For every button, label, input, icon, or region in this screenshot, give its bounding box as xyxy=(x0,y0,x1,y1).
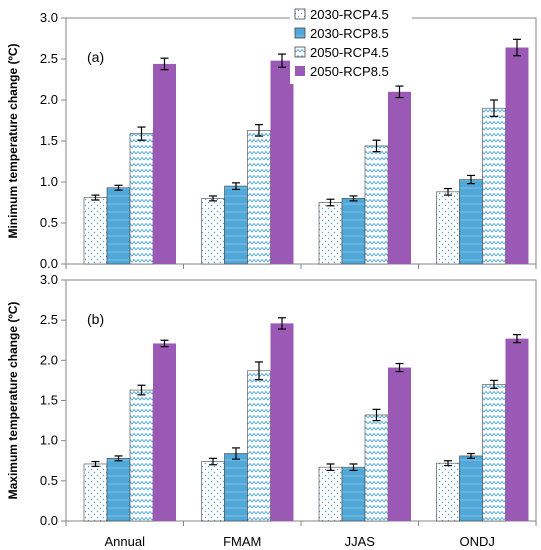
error-bar xyxy=(444,460,452,467)
legend-label: 2030-RCP4.5 xyxy=(310,7,389,22)
bar xyxy=(224,453,248,522)
bar xyxy=(247,130,271,265)
legend-background xyxy=(290,4,412,84)
error-bar xyxy=(490,379,498,390)
bar xyxy=(129,133,154,265)
error-bar xyxy=(209,195,217,202)
error-bar xyxy=(232,182,240,190)
bar xyxy=(153,343,176,521)
y-tick-label: 0.5 xyxy=(40,473,58,488)
error-bar xyxy=(278,53,286,68)
y-axis-title: Maximum temperature change (ºC) xyxy=(6,302,20,500)
bar xyxy=(459,455,483,522)
y-tick-label: 3.0 xyxy=(40,10,58,25)
error-bar xyxy=(349,195,358,202)
y-tick-label: 3.0 xyxy=(40,272,58,287)
panel-label: (a) xyxy=(87,49,104,65)
bar xyxy=(270,323,294,521)
y-tick-label: 2.5 xyxy=(40,51,58,66)
error-bar xyxy=(209,457,217,466)
bar xyxy=(247,370,271,522)
error-bar xyxy=(114,184,123,191)
bar xyxy=(459,179,483,265)
legend-swatch xyxy=(294,46,306,58)
bar xyxy=(505,47,529,264)
bar xyxy=(505,338,529,521)
error-bar xyxy=(278,317,286,330)
error-bar xyxy=(349,463,358,471)
error-bar xyxy=(137,126,146,141)
y-tick-label: 0.0 xyxy=(40,513,58,528)
x-tick-label: ONDJ xyxy=(460,534,495,549)
bar xyxy=(482,107,506,265)
error-bar xyxy=(91,194,100,201)
x-tick-label: FMAM xyxy=(223,534,261,549)
x-tick-label: Annual xyxy=(105,534,146,549)
bar xyxy=(201,198,225,265)
bar xyxy=(482,384,506,522)
bar xyxy=(106,187,131,265)
error-bar xyxy=(372,408,381,422)
bar xyxy=(364,414,389,522)
bar xyxy=(129,389,154,522)
bar xyxy=(224,185,248,265)
bar xyxy=(341,466,366,522)
legend-swatch xyxy=(295,66,305,76)
y-tick-label: 1.0 xyxy=(40,433,58,448)
bar xyxy=(388,367,411,521)
error-bar xyxy=(114,455,123,462)
error-bar xyxy=(372,139,381,153)
error-bar xyxy=(326,198,335,207)
legend-label: 2030-RCP8.5 xyxy=(310,26,389,41)
error-bar xyxy=(444,187,452,196)
legend-label: 2050-RCP8.5 xyxy=(310,64,389,79)
error-bar xyxy=(255,123,263,137)
bar xyxy=(318,202,343,265)
legend: 2030-RCP4.5 2030-RCP8.5 2050-RCP4.5 2050-RC… xyxy=(290,4,412,84)
bar xyxy=(83,463,108,522)
error-bar xyxy=(137,384,146,396)
bar xyxy=(270,60,294,264)
error-bar xyxy=(395,362,404,373)
error-bar xyxy=(232,447,240,460)
bar xyxy=(153,63,176,264)
error-bar xyxy=(490,99,498,118)
bar xyxy=(106,458,131,522)
error-bar xyxy=(160,339,169,348)
bar xyxy=(436,462,460,522)
legend-swatch xyxy=(294,8,306,20)
error-bar xyxy=(326,463,335,471)
bar xyxy=(364,145,389,265)
bar xyxy=(318,466,343,522)
y-tick-label: 0.5 xyxy=(40,215,58,230)
bar xyxy=(341,198,366,265)
y-tick-label: 2.0 xyxy=(40,92,58,107)
error-bar xyxy=(255,361,263,381)
y-tick-label: 2.5 xyxy=(40,312,58,327)
legend-label: 2050-RCP4.5 xyxy=(310,45,389,60)
bar xyxy=(201,461,225,522)
panel-label: (b) xyxy=(87,311,104,327)
y-tick-label: 1.5 xyxy=(40,393,58,408)
y-tick-label: 1.5 xyxy=(40,133,58,148)
error-bar xyxy=(467,174,475,185)
bar xyxy=(436,191,460,265)
y-tick-label: 0.0 xyxy=(40,256,58,271)
bar xyxy=(83,197,108,265)
y-tick-label: 1.0 xyxy=(40,174,58,189)
error-bar xyxy=(513,334,521,344)
panel-minimum-temperature: 0.0 0.5 1.0 1.5 2.0 2.5 3.0 Minimum temperature… xyxy=(6,10,537,271)
error-bar xyxy=(513,38,521,57)
error-bar xyxy=(395,85,404,99)
y-axis-title: Minimum temperature change (ºC) xyxy=(6,43,20,238)
error-bar xyxy=(467,452,475,459)
error-bar xyxy=(160,57,169,71)
bar xyxy=(388,91,411,264)
legend-swatch xyxy=(294,27,306,39)
x-tick-label: JJAS xyxy=(345,534,376,549)
y-tick-label: 2.0 xyxy=(40,352,58,367)
panel-maximum-temperature: 0.0 0.5 1.0 1.5 2.0 2.5 3.0 Maximum temperature… xyxy=(6,272,537,549)
error-bar xyxy=(91,460,100,467)
